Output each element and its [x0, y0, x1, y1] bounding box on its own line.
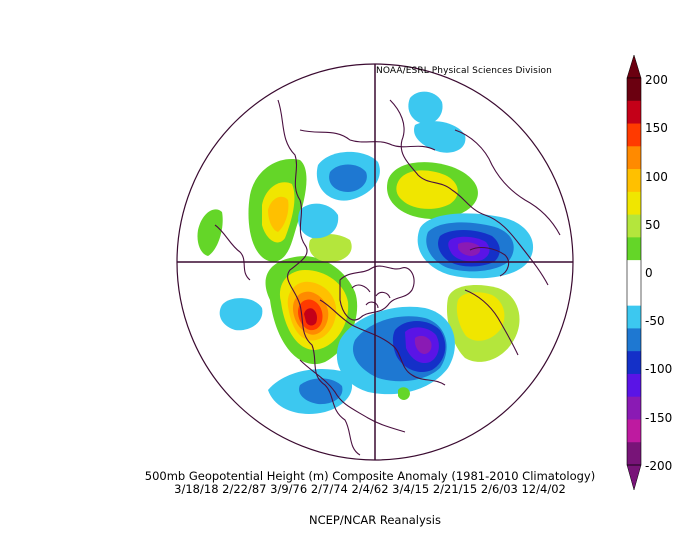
anomaly-shading [197, 91, 534, 414]
colorbar-arrow-top [626, 54, 642, 79]
colorbar-label-50: 50 [645, 218, 661, 232]
caption-dates: 3/18/18 2/22/87 3/9/76 2/7/74 2/4/62 3/4… [174, 482, 566, 496]
colorbar-segment [627, 396, 641, 420]
coastline-black-sea [469, 246, 510, 277]
coastline-arctic-islands [351, 284, 391, 309]
colorbar-segment [627, 100, 641, 125]
colorbar-label-0: 0 [645, 266, 653, 280]
colorbar-label-200: 200 [645, 73, 668, 87]
coastline-greenland [339, 265, 415, 321]
colorbar [626, 54, 642, 491]
colorbar-frame [626, 77, 642, 466]
coastline-scandinavia [454, 129, 561, 236]
colorbar-segment [627, 123, 641, 147]
negative-anomaly-russia [417, 213, 534, 279]
colorbar-label-150: 150 [645, 121, 668, 135]
coastline-asia-east [277, 99, 361, 456]
positive-anomaly-asia [197, 159, 307, 262]
negative-anomaly-arctic [219, 91, 466, 400]
negative-anomaly-north-america [268, 306, 455, 414]
colorbar-label-100: 100 [645, 170, 668, 184]
caption-source: NCEP/NCAR Reanalysis [309, 513, 441, 527]
coastline-north-atlantic [464, 289, 519, 356]
positive-anomaly-pacific [265, 256, 358, 365]
colorbar-segment [627, 282, 641, 307]
coastline-arctic-asia [299, 129, 436, 151]
colorbar-segment [627, 351, 641, 375]
colorbar-segment [627, 328, 641, 352]
colorbar-segment [627, 305, 641, 329]
colorbar-segment [627, 442, 641, 466]
coastlines [214, 99, 561, 456]
coastline-usa [299, 359, 406, 433]
colorbar-label-neg100: -100 [645, 362, 673, 376]
colorbar-segment [627, 419, 641, 443]
credit-label: NOAA/ESRL Physical Sciences Division [376, 66, 552, 76]
colorbar-label-neg200: -200 [645, 459, 673, 473]
positive-anomaly-atlantic [446, 285, 520, 362]
colorbar-label-neg150: -150 [645, 411, 673, 425]
coastline-europe [389, 99, 549, 286]
colorbar-segment [627, 169, 641, 193]
coastline-bering [214, 224, 251, 281]
colorbar-segment [627, 373, 641, 398]
colorbar-segment [627, 214, 641, 238]
colorbar-segment [627, 146, 641, 170]
colorbar-segment [627, 237, 641, 261]
colorbar-segment [627, 260, 641, 284]
coastline-canada [319, 299, 446, 386]
colorbar-segment [627, 78, 641, 102]
colorbar-label-neg50: -50 [645, 314, 665, 328]
caption-title: 500mb Geopotential Height (m) Composite … [144, 469, 596, 483]
positive-anomaly-europe [309, 162, 478, 262]
colorbar-segments [627, 78, 641, 466]
colorbar-segment [627, 191, 641, 216]
